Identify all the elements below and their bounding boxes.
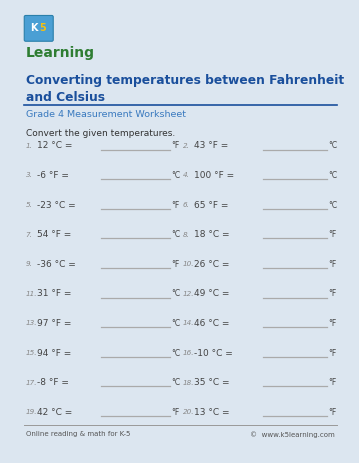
Text: °F: °F	[172, 200, 180, 210]
FancyBboxPatch shape	[24, 15, 53, 41]
Text: °C: °C	[172, 171, 181, 180]
Text: Learning: Learning	[25, 45, 95, 60]
Text: 43 °F =: 43 °F =	[194, 141, 228, 150]
Text: 11.: 11.	[25, 291, 37, 297]
Text: Convert the given temperatures.: Convert the given temperatures.	[25, 129, 175, 138]
Text: °F: °F	[328, 230, 337, 239]
Text: -6 °F =: -6 °F =	[37, 171, 69, 180]
Text: 65 °F =: 65 °F =	[194, 200, 228, 210]
Text: °C: °C	[328, 141, 338, 150]
Text: °C: °C	[172, 230, 181, 239]
Text: 5: 5	[40, 23, 46, 33]
Text: °F: °F	[328, 408, 337, 417]
Text: °F: °F	[328, 289, 337, 298]
Text: °C: °C	[172, 289, 181, 298]
Text: Online reading & math for K-5: Online reading & math for K-5	[25, 431, 130, 437]
Text: °C: °C	[328, 200, 338, 210]
Text: °F: °F	[172, 141, 180, 150]
Text: 35 °C =: 35 °C =	[194, 378, 229, 387]
Text: 46 °C =: 46 °C =	[194, 319, 229, 328]
Text: -36 °C =: -36 °C =	[37, 260, 76, 269]
Text: °C: °C	[172, 378, 181, 387]
Text: °F: °F	[172, 408, 180, 417]
Text: 6.: 6.	[183, 202, 190, 208]
Text: Grade 4 Measurement Worksheet: Grade 4 Measurement Worksheet	[25, 111, 186, 119]
Text: 17.: 17.	[25, 380, 37, 386]
Text: Converting temperatures between Fahrenheit
and Celsius: Converting temperatures between Fahrenhe…	[25, 74, 344, 104]
Text: °F: °F	[328, 319, 337, 328]
Text: -10 °C =: -10 °C =	[194, 349, 233, 357]
Text: 12.: 12.	[183, 291, 194, 297]
Text: 26 °C =: 26 °C =	[194, 260, 229, 269]
Text: 16.: 16.	[183, 350, 194, 356]
Text: °C: °C	[172, 349, 181, 357]
Text: -23 °C =: -23 °C =	[37, 200, 75, 210]
Text: 1.: 1.	[25, 143, 33, 149]
Text: 31 °F =: 31 °F =	[37, 289, 71, 298]
Text: 8.: 8.	[183, 232, 190, 238]
Text: °F: °F	[328, 349, 337, 357]
Text: 7.: 7.	[25, 232, 33, 238]
Text: K: K	[30, 23, 38, 33]
Text: 14.: 14.	[183, 320, 194, 326]
Text: 20.: 20.	[183, 409, 194, 415]
Text: ©  www.k5learning.com: © www.k5learning.com	[250, 431, 335, 438]
Text: °F: °F	[172, 260, 180, 269]
Text: 94 °F =: 94 °F =	[37, 349, 71, 357]
Text: 4.: 4.	[183, 172, 190, 178]
Text: -8 °F =: -8 °F =	[37, 378, 69, 387]
Text: °C: °C	[172, 319, 181, 328]
Text: 5.: 5.	[25, 202, 33, 208]
Text: 54 °F =: 54 °F =	[37, 230, 71, 239]
Text: 42 °C =: 42 °C =	[37, 408, 72, 417]
Text: 18.: 18.	[183, 380, 194, 386]
Text: 100 °F =: 100 °F =	[194, 171, 234, 180]
Text: 3.: 3.	[25, 172, 33, 178]
Text: 18 °C =: 18 °C =	[194, 230, 229, 239]
Text: 10.: 10.	[183, 261, 194, 267]
Text: 19.: 19.	[25, 409, 37, 415]
Text: 13 °C =: 13 °C =	[194, 408, 229, 417]
Text: 15.: 15.	[25, 350, 37, 356]
Text: 9.: 9.	[25, 261, 33, 267]
Text: °C: °C	[328, 171, 338, 180]
Text: 13.: 13.	[25, 320, 37, 326]
Text: 49 °C =: 49 °C =	[194, 289, 229, 298]
Text: °F: °F	[328, 378, 337, 387]
Text: 12 °C =: 12 °C =	[37, 141, 72, 150]
Text: 97 °F =: 97 °F =	[37, 319, 71, 328]
Text: °F: °F	[328, 260, 337, 269]
Text: 2.: 2.	[183, 143, 190, 149]
